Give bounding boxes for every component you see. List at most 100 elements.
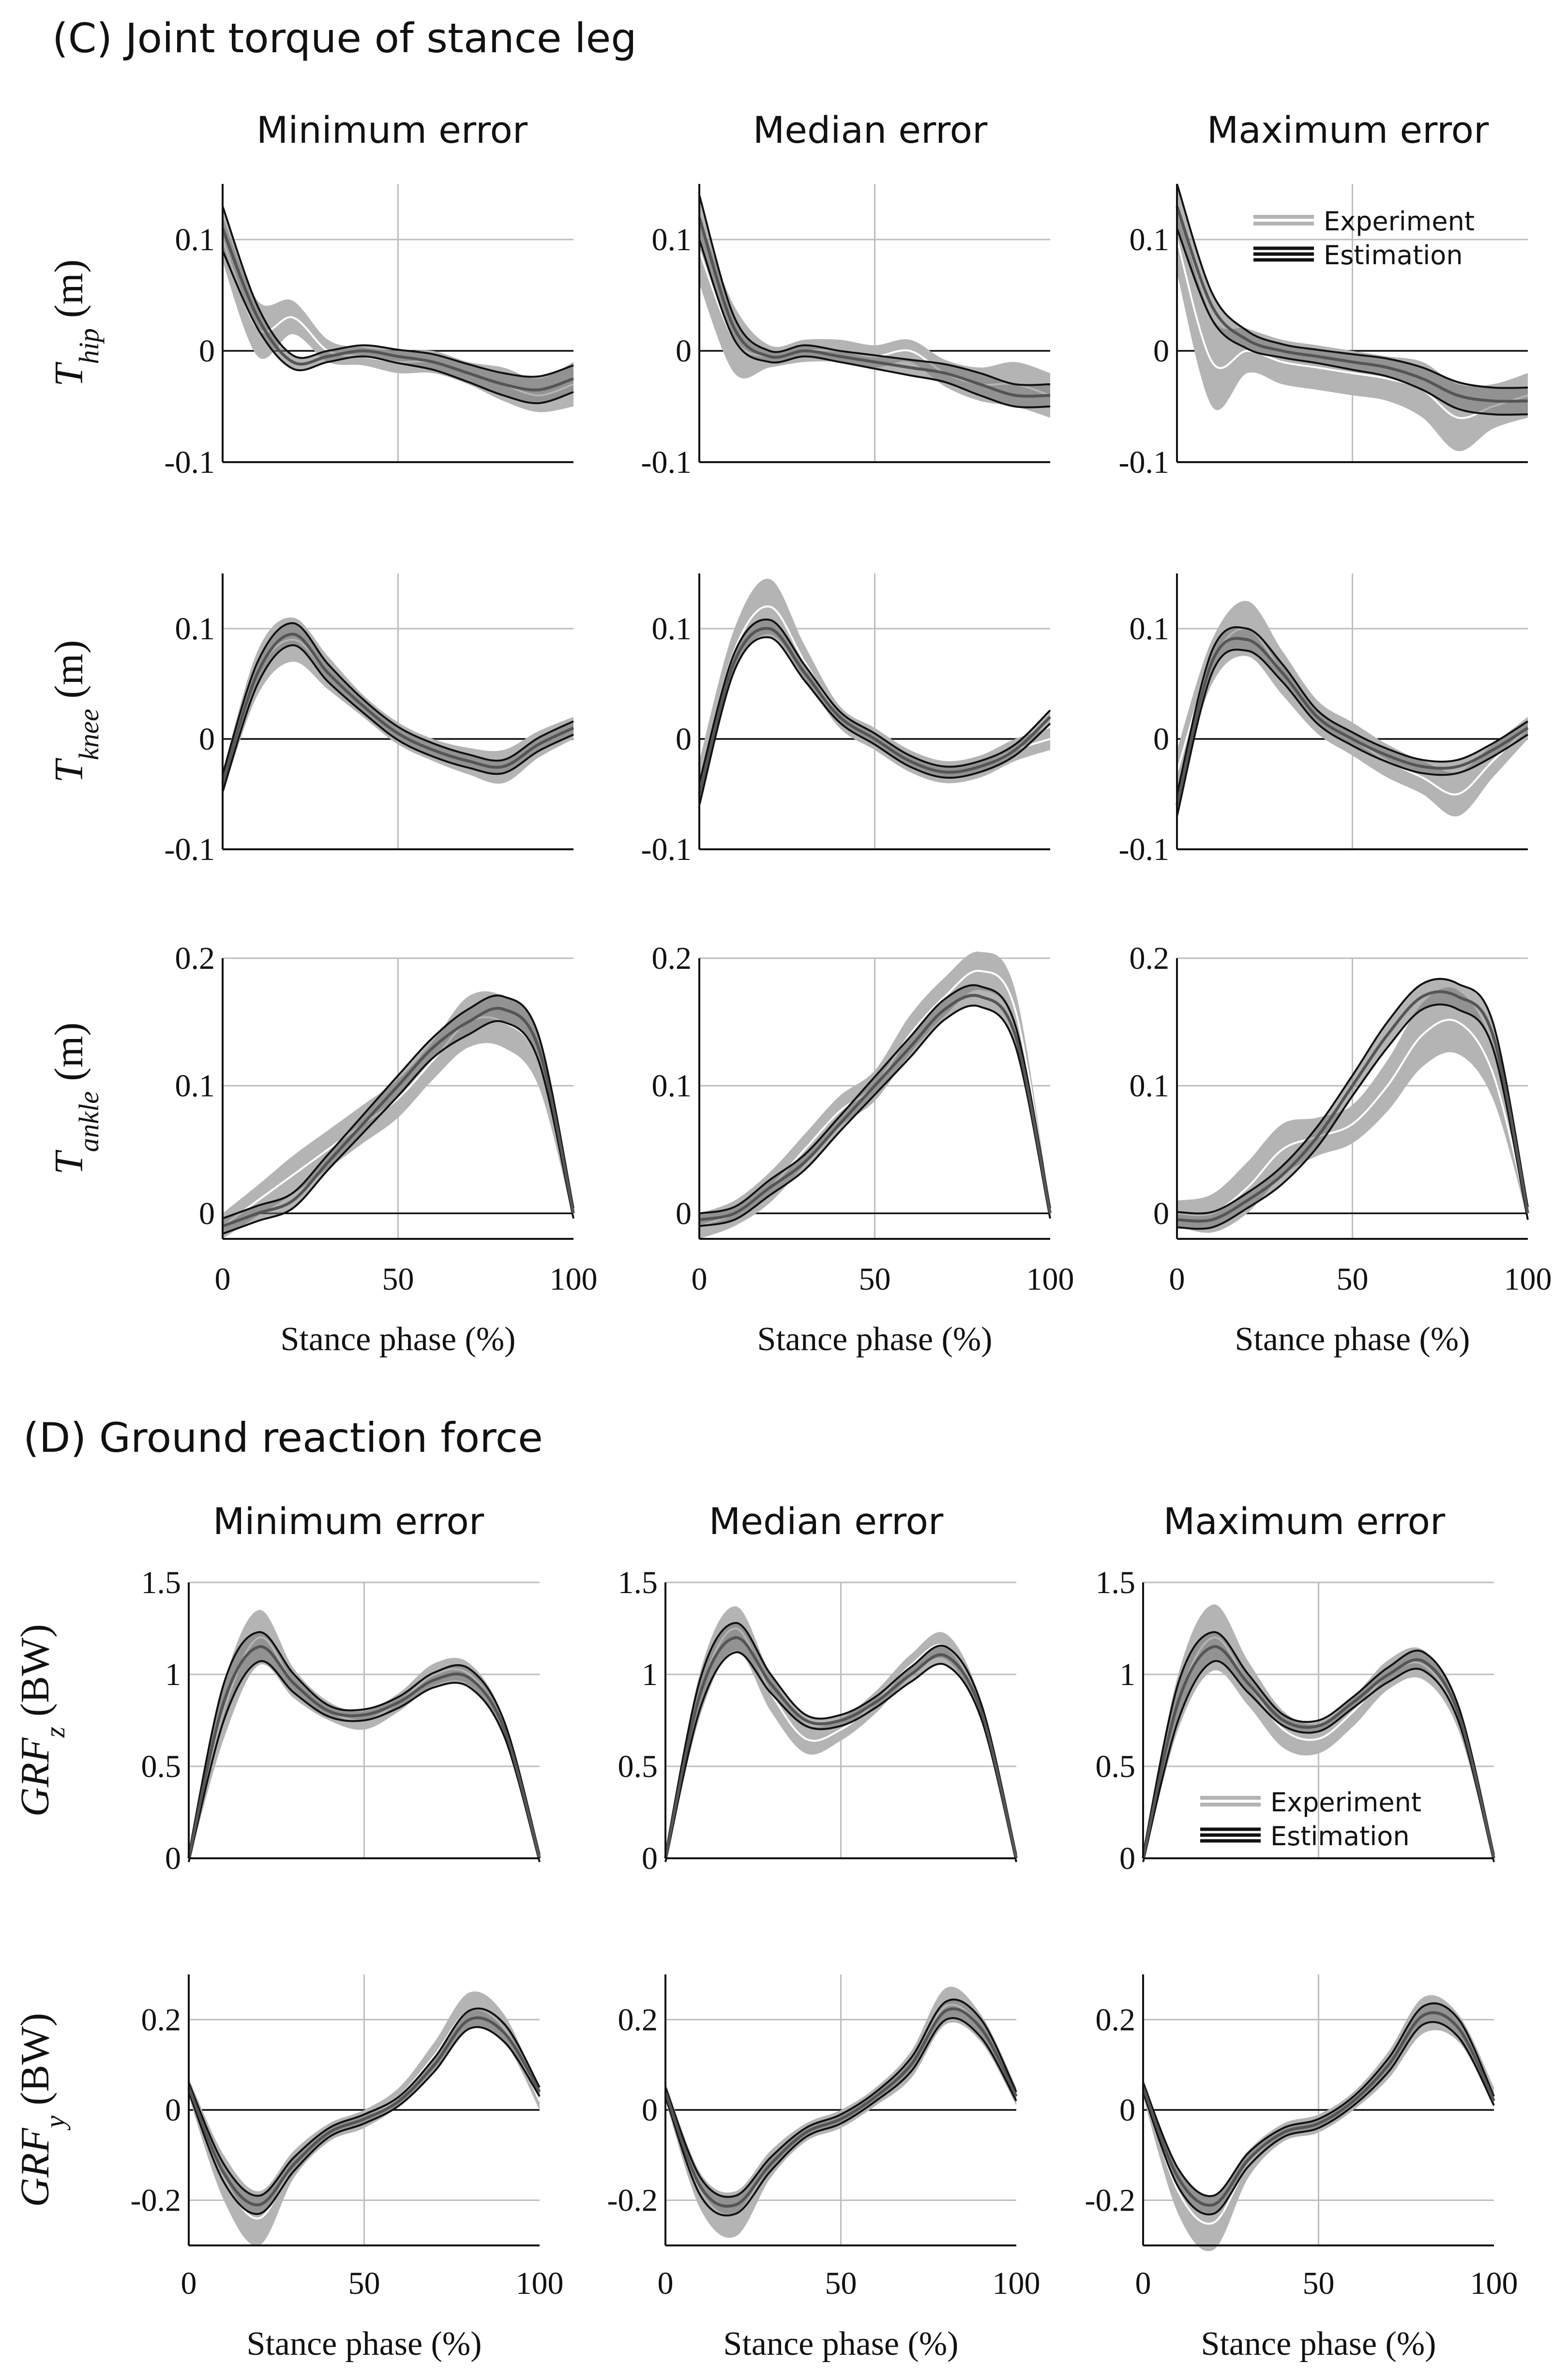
panel-hip-2: 0.1 0 -0.1 <box>1119 183 1528 480</box>
y-tick-label: 0.2 <box>1096 2002 1136 2037</box>
y-label-sub: ankle <box>73 1091 105 1152</box>
experiment-sd-band <box>665 1987 1016 2238</box>
x-tick-label: 50 <box>825 2266 857 2301</box>
x-tick-label: 50 <box>1303 2266 1335 2301</box>
panel-hip-1: 0.1 0 -0.1 <box>641 184 1051 480</box>
estimation-lower-line <box>664 1651 1017 1863</box>
y-label-main: T <box>46 361 91 387</box>
y-tick-label: 0 <box>1153 1196 1169 1231</box>
panel-grfz-2: 1.5 1 0.5 0 <box>1096 1565 1495 1876</box>
y-tick-label: 0 <box>642 2093 658 2128</box>
panel-grfy-2: 0.2 0 -0.2 0 50 100 Stance phase (%) <box>1085 1974 1518 2363</box>
estimation-mean-line <box>1176 206 1528 403</box>
y-tick-label: 0.1 <box>175 222 215 257</box>
y-tick-label: -0.1 <box>1119 832 1169 867</box>
y-tick-label: 0.1 <box>652 222 692 257</box>
y-tick-label: 0 <box>1119 1841 1135 1876</box>
y-tick-label: 0 <box>165 2093 181 2128</box>
estimation-upper-line <box>188 2007 541 2197</box>
panel-grfz-0: 1.5 1 0.5 0 <box>141 1565 541 1876</box>
estimation-mean-line <box>1142 2011 1495 2207</box>
y-tick-label: 0 <box>1119 2093 1135 2128</box>
estimation-upper-line <box>222 206 574 378</box>
col-title-d-med: Median error <box>709 1500 944 1543</box>
col-title-c-min: Minimum error <box>256 108 528 151</box>
y-label-main: GRF <box>13 1737 58 1817</box>
estimation-mean-line <box>664 1636 1018 1859</box>
x-tick-label: 100 <box>516 2266 564 2301</box>
x-axis-label: Stance phase (%) <box>757 1321 993 1358</box>
experiment-sd-band <box>223 617 573 794</box>
y-label-sub: knee <box>73 709 105 760</box>
y-tick-label: -0.2 <box>607 2183 658 2218</box>
estimation-lower-line <box>698 636 1051 806</box>
y-label-sub: y <box>39 2115 71 2130</box>
panels-group: Thip (m)Tknee (m)Tankle (m)GRFz (BW)GRFy… <box>13 183 1552 2363</box>
y-label-unit: (m) <box>46 1023 91 1091</box>
x-tick-label: 0 <box>1169 1262 1185 1297</box>
y-tick-label: 0 <box>199 722 215 757</box>
y-tick-label: -0.1 <box>165 445 215 480</box>
y-tick-label: 0.2 <box>141 2002 181 2037</box>
estimation-mean-line <box>221 632 574 784</box>
y-tick-label: 0.5 <box>141 1749 181 1784</box>
experiment-sd-band <box>1177 987 1528 1233</box>
x-axis-label: Stance phase (%) <box>281 1321 516 1358</box>
estimation-lower-line <box>664 2017 1017 2217</box>
panel-grfz-1: 1.5 1 0.5 0 <box>618 1565 1018 1876</box>
y-label-sub: z <box>39 1727 71 1738</box>
y-tick-label: -0.2 <box>131 2183 181 2218</box>
y-tick-label: 0.1 <box>1130 1069 1170 1104</box>
y-tick-label: 0 <box>676 333 692 369</box>
y-tick-label: 0.2 <box>652 941 692 976</box>
col-title-c-med: Median error <box>753 108 988 151</box>
estimation-mean-line <box>664 2007 1018 2208</box>
y-tick-label: 0.2 <box>1130 941 1170 976</box>
estimation-sd-band <box>223 206 573 404</box>
estimation-lower-line <box>1142 1660 1495 1863</box>
x-tick-label: 0 <box>692 1262 708 1297</box>
estimation-upper-line <box>698 195 1051 386</box>
x-tick-label: 50 <box>1337 1262 1369 1297</box>
y-label-unit: (m) <box>46 640 91 708</box>
x-tick-label: 100 <box>1470 2266 1518 2301</box>
panel-knee-0: 0.1 0 -0.1 <box>165 573 574 867</box>
x-tick-label: 0 <box>1135 2266 1151 2301</box>
y-tick-label: 0.5 <box>618 1749 658 1784</box>
y-tick-label: 1 <box>642 1657 658 1692</box>
y-tick-label: 0 <box>642 1841 658 1876</box>
legend-estimation-label: Estimation <box>1324 240 1463 271</box>
estimation-lower-line <box>188 1660 541 1863</box>
x-axis-label: Stance phase (%) <box>1235 1321 1470 1358</box>
y-tick-label: 1 <box>1119 1657 1135 1692</box>
y-label-main: GRF <box>13 2127 58 2207</box>
panel-ankle-0: 0.2 0.1 00 50 100 Stance phase (%) <box>175 941 598 1358</box>
x-tick-label: 0 <box>181 2266 197 2301</box>
x-axis-label: Stance phase (%) <box>1201 2325 1436 2363</box>
y-axis-label-hip: Thip (m) <box>46 259 105 387</box>
x-axis-label: Stance phase (%) <box>724 2325 959 2363</box>
estimation-upper-line <box>1176 183 1528 389</box>
y-tick-label: 1.5 <box>141 1565 181 1600</box>
estimation-upper-line <box>222 622 574 775</box>
y-tick-label: 0 <box>1153 722 1169 757</box>
estimation-upper-line <box>222 994 574 1220</box>
panel-knee-2: 0.1 0 -0.1 <box>1119 573 1529 867</box>
estimation-mean-line <box>698 217 1051 398</box>
estimation-lower-line <box>222 1020 574 1235</box>
legend-estimation-label: Estimation <box>1270 1821 1410 1852</box>
section-c-title: (C) Joint torque of stance leg <box>52 15 637 62</box>
estimation-upper-line <box>664 1622 1017 1855</box>
estimation-lower-line <box>1176 228 1528 416</box>
x-tick-label: 100 <box>1504 1262 1552 1297</box>
y-tick-label: 0.1 <box>175 1069 215 1104</box>
y-tick-label: 0 <box>676 1196 692 1231</box>
estimation-mean-line <box>699 994 1052 1221</box>
estimation-lower-line <box>1142 2021 1495 2215</box>
y-tick-label: 0.5 <box>1096 1749 1136 1784</box>
estimation-mean-line <box>1176 990 1529 1223</box>
panel-grfy-0: 0.2 0 -0.2 0 50 100 Stance phase (%) <box>131 1974 564 2363</box>
estimation-upper-line <box>699 984 1051 1215</box>
estimation-sd-band <box>189 2008 540 2214</box>
